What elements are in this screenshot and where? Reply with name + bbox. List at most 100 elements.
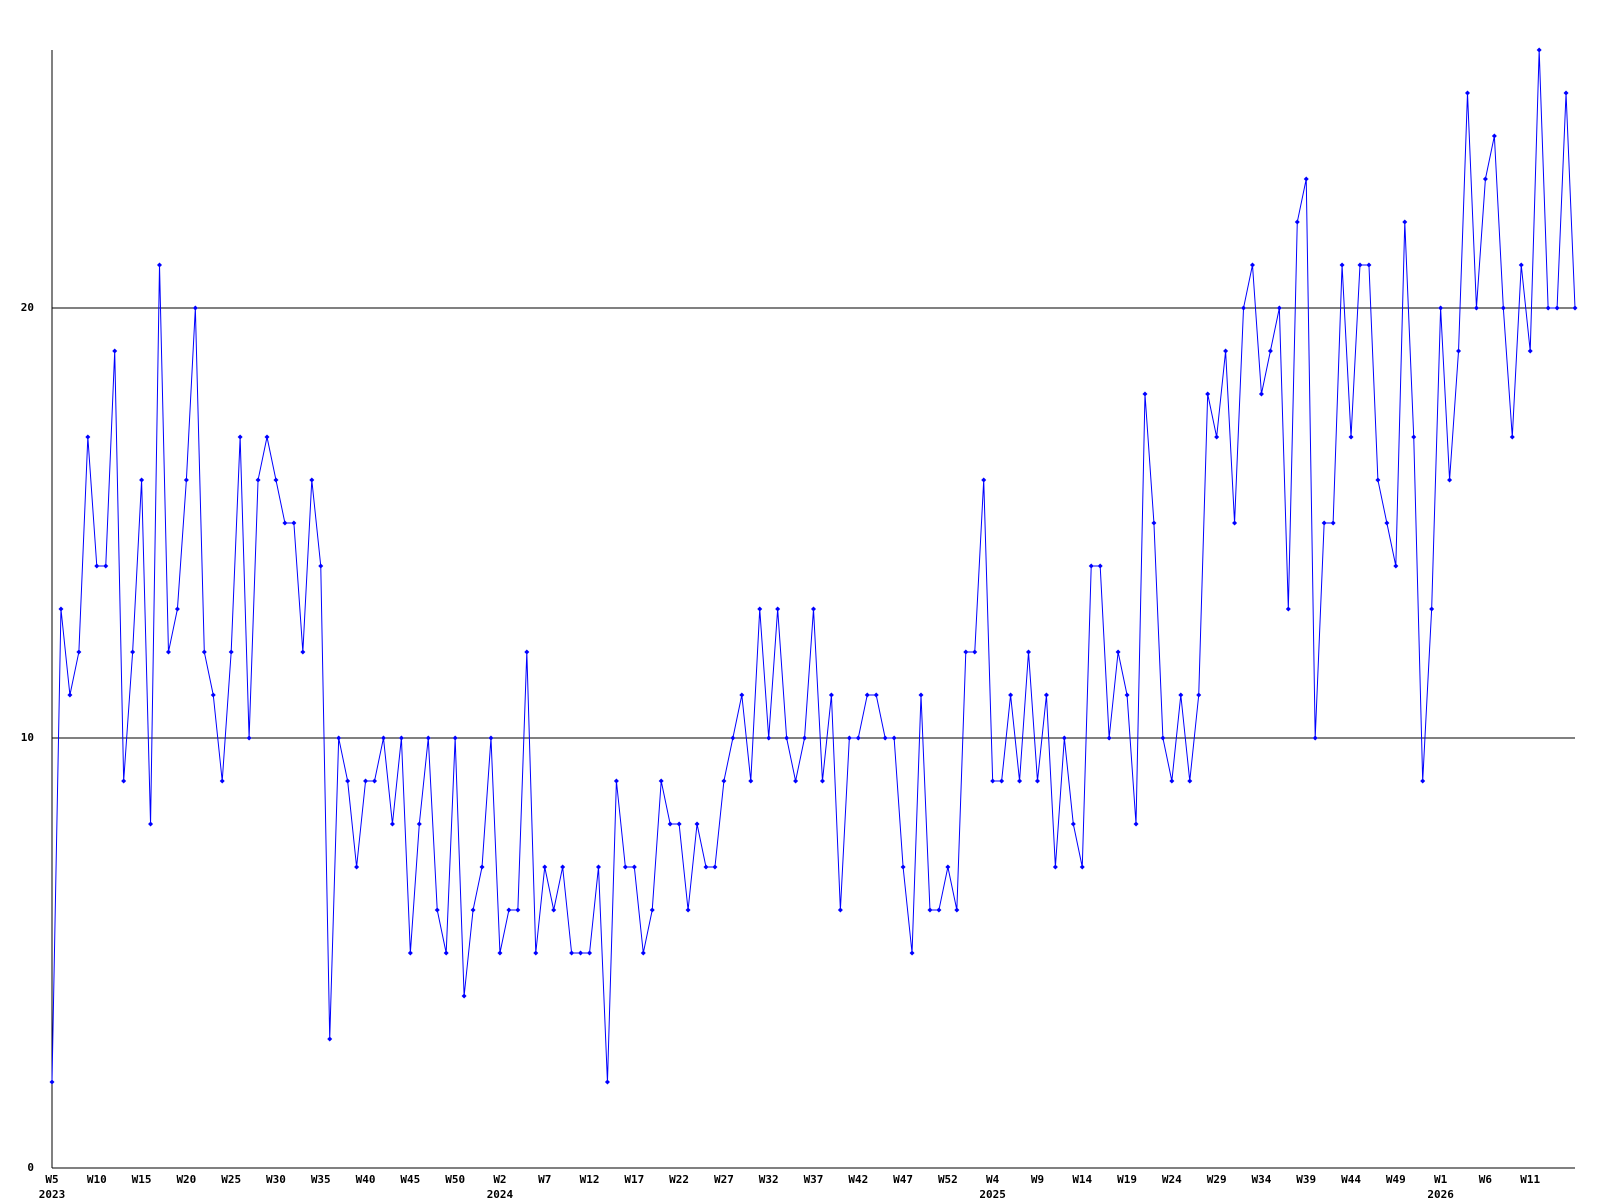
x-tick-label: W39 [1296, 1173, 1316, 1186]
data-point [282, 520, 288, 526]
data-point [882, 735, 888, 741]
data-point [67, 692, 73, 698]
x-tick-label: W37 [804, 1173, 824, 1186]
x-tick-label: W30 [266, 1173, 286, 1186]
data-point [1572, 305, 1578, 311]
data-point [1017, 778, 1023, 784]
data-point [1473, 305, 1479, 311]
data-point [909, 950, 915, 956]
data-point [999, 778, 1005, 784]
data-point [837, 907, 843, 913]
data-point [1482, 176, 1488, 182]
data-point [1043, 692, 1049, 698]
data-point [470, 907, 476, 913]
data-point [1312, 735, 1318, 741]
data-point [604, 1079, 610, 1085]
x-tick-label: W32 [759, 1173, 779, 1186]
data-point [927, 907, 933, 913]
data-point [488, 735, 494, 741]
data-point [76, 649, 82, 655]
year-label: 2026 [1427, 1188, 1454, 1200]
data-point [658, 778, 664, 784]
data-point [676, 821, 682, 827]
data-point [1214, 434, 1220, 440]
x-tick-label: W49 [1386, 1173, 1406, 1186]
data-point [864, 692, 870, 698]
data-point [354, 864, 360, 870]
data-point [1223, 348, 1229, 354]
data-point [1115, 649, 1121, 655]
data-point [560, 864, 566, 870]
data-point [1106, 735, 1112, 741]
data-point [148, 821, 154, 827]
data-point [1402, 219, 1408, 225]
year-label: 2025 [979, 1188, 1006, 1200]
data-point [264, 434, 270, 440]
data-point [1375, 477, 1381, 483]
x-tick-label: W12 [580, 1173, 600, 1186]
data-point [291, 520, 297, 526]
data-point [1464, 90, 1470, 96]
data-point [434, 907, 440, 913]
x-tick-label: W19 [1117, 1173, 1137, 1186]
data-point [1276, 305, 1282, 311]
data-point [1545, 305, 1551, 311]
data-point [380, 735, 386, 741]
data-point [1151, 520, 1157, 526]
data-point [1536, 47, 1542, 53]
data-point [1241, 305, 1247, 311]
data-point [1133, 821, 1139, 827]
data-point [372, 778, 378, 784]
data-point [1339, 262, 1345, 268]
data-point [569, 950, 575, 956]
data-point [1124, 692, 1130, 698]
data-point [201, 649, 207, 655]
x-tick-label: W4 [986, 1173, 1000, 1186]
data-point [1249, 262, 1255, 268]
data-point [192, 305, 198, 311]
data-point [1563, 90, 1569, 96]
data-point [103, 563, 109, 569]
data-point [398, 735, 404, 741]
y-tick-label: 10 [21, 731, 34, 744]
data-point [130, 649, 136, 655]
data-point [595, 864, 601, 870]
data-point [1456, 348, 1462, 354]
x-tick-label: W50 [445, 1173, 465, 1186]
data-point [1079, 864, 1085, 870]
data-point [58, 606, 64, 612]
data-point [1411, 434, 1417, 440]
data-point [452, 735, 458, 741]
data-point [936, 907, 942, 913]
data-point [1267, 348, 1273, 354]
x-tick-label: W47 [893, 1173, 913, 1186]
data-point [165, 649, 171, 655]
data-point [389, 821, 395, 827]
data-point [793, 778, 799, 784]
data-point [327, 1036, 333, 1042]
data-point [990, 778, 996, 784]
x-tick-label: W42 [848, 1173, 868, 1186]
y-tick-label: 20 [21, 301, 34, 314]
data-point [416, 821, 422, 827]
data-point [112, 348, 118, 354]
data-point [1258, 391, 1264, 397]
data-point [1500, 305, 1506, 311]
data-point [730, 735, 736, 741]
data-point [515, 907, 521, 913]
data-point [1491, 133, 1497, 139]
year-label: 2023 [39, 1188, 66, 1200]
data-point [1205, 391, 1211, 397]
data-point [1366, 262, 1372, 268]
data-point [1384, 520, 1390, 526]
data-point [1178, 692, 1184, 698]
data-point [819, 778, 825, 784]
data-point [1052, 864, 1058, 870]
data-point [900, 864, 906, 870]
data-point [237, 434, 243, 440]
x-tick-label: W10 [87, 1173, 107, 1186]
data-point [721, 778, 727, 784]
data-point [855, 735, 861, 741]
data-point [739, 692, 745, 698]
data-point [622, 864, 628, 870]
